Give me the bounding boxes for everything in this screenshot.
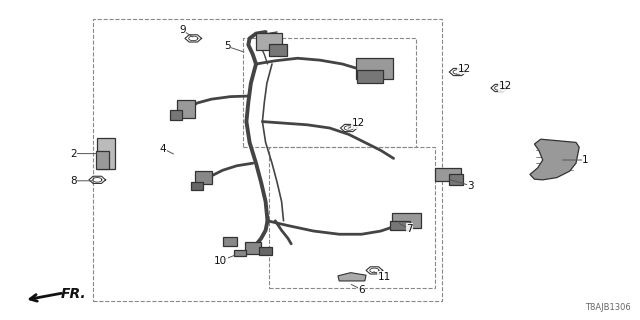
Text: 7: 7 (406, 224, 413, 234)
Text: 5: 5 (224, 41, 230, 52)
Bar (259, 247, 272, 255)
Polygon shape (338, 273, 366, 281)
Bar (195, 171, 212, 184)
Text: 12: 12 (352, 118, 365, 128)
Bar (269, 147, 435, 288)
Text: 12: 12 (458, 64, 470, 74)
Bar (357, 70, 383, 83)
Text: 10: 10 (214, 256, 227, 266)
Text: 3: 3 (467, 180, 474, 191)
Bar (191, 182, 203, 190)
Text: 2: 2 (70, 148, 77, 159)
Bar (245, 242, 261, 254)
Text: 6: 6 (358, 284, 365, 295)
Bar (356, 58, 393, 79)
Bar (435, 168, 461, 181)
Text: FR.: FR. (61, 287, 86, 301)
Bar (392, 213, 421, 228)
Bar (256, 33, 282, 50)
Bar (243, 38, 416, 147)
Text: 12: 12 (499, 81, 512, 92)
Text: 9: 9 (179, 25, 186, 36)
Bar (97, 138, 115, 169)
Bar (234, 250, 246, 256)
Bar (96, 151, 109, 169)
Bar (170, 110, 182, 120)
Bar (223, 237, 237, 246)
Bar (93, 19, 442, 301)
Bar (449, 173, 463, 185)
Text: 11: 11 (378, 272, 390, 282)
Text: 8: 8 (70, 176, 77, 186)
Text: 1: 1 (582, 155, 589, 165)
Polygon shape (530, 139, 579, 180)
Text: T8AJB1306: T8AJB1306 (585, 303, 630, 312)
Text: 4: 4 (160, 144, 166, 154)
Bar (390, 221, 410, 230)
Bar (269, 44, 287, 56)
Bar (177, 100, 195, 117)
